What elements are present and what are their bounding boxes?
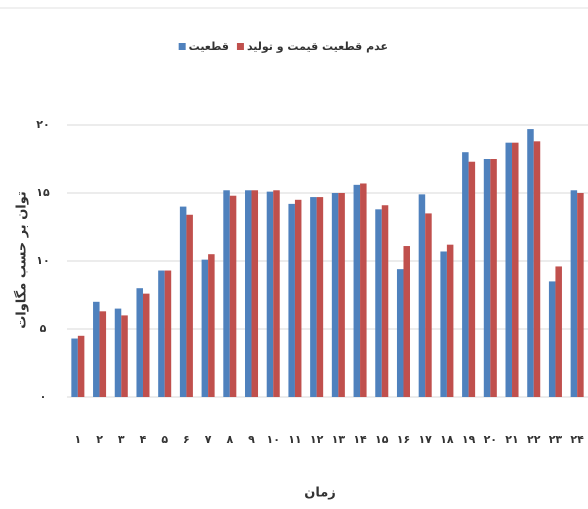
x-tick-label: ۱۵ — [375, 433, 389, 446]
bar — [266, 191, 274, 397]
x-tick-label: ۱۶ — [397, 433, 410, 446]
bar — [71, 338, 78, 397]
bar — [468, 161, 476, 397]
bar — [505, 142, 513, 397]
bar — [288, 203, 295, 397]
legend-swatch — [178, 43, 186, 50]
x-tick-label: ۲۴ — [570, 433, 584, 446]
x-tick-label: ۵ — [161, 433, 168, 446]
x-tick-label: ۷ — [205, 433, 212, 446]
bar — [201, 259, 209, 397]
bar — [229, 195, 237, 397]
bar — [403, 246, 410, 397]
bar — [245, 190, 252, 397]
x-tick-label: ۴ — [140, 433, 147, 446]
x-tick-label: ۹ — [248, 433, 255, 446]
bar — [158, 270, 165, 397]
x-tick-label: ۱۳ — [332, 433, 346, 446]
bar — [396, 269, 404, 397]
bar — [121, 315, 128, 397]
bar — [208, 254, 215, 397]
bar — [446, 244, 454, 397]
bar — [99, 311, 107, 397]
x-tick-label: ۱۷ — [418, 433, 432, 446]
bar — [316, 197, 324, 397]
x-tick-label: ۲۳ — [549, 433, 563, 446]
bar — [273, 190, 280, 397]
x-tick-label: ۲۲ — [527, 433, 541, 446]
x-tick-label: ۳ — [118, 433, 125, 446]
x-tick-label: ۱۸ — [440, 433, 454, 446]
bar — [338, 193, 345, 397]
x-tick-label: ۶ — [183, 433, 190, 446]
bar — [555, 266, 562, 397]
y-tick-label: ۲۰ — [36, 118, 49, 131]
bar — [490, 159, 497, 397]
bar — [136, 288, 143, 397]
bar — [418, 194, 426, 397]
y-axis-title: توان بر حسب مگاوات — [14, 191, 30, 329]
bar — [114, 308, 122, 397]
x-axis-title: زمان — [304, 486, 336, 501]
bar — [360, 183, 367, 397]
x-tick-label: ۲۰ — [484, 433, 497, 446]
bar — [142, 293, 150, 397]
bar — [512, 142, 519, 397]
x-tick-label: ۱۴ — [353, 433, 367, 446]
legend-swatch — [236, 43, 244, 50]
bar — [164, 270, 172, 397]
x-tick-label: ۸ — [226, 433, 233, 446]
y-tick-label: ۰ — [40, 390, 47, 403]
bar — [223, 190, 230, 397]
bar — [251, 190, 259, 397]
bar — [331, 193, 339, 397]
bar — [462, 152, 469, 397]
bar — [179, 206, 187, 397]
bar — [425, 213, 432, 397]
x-tick-label: ۱۰ — [267, 433, 280, 446]
bar — [294, 199, 302, 397]
x-tick-label: ۲ — [96, 433, 103, 446]
bar — [310, 197, 317, 397]
bar — [77, 335, 85, 397]
x-tick-label: ۱۲ — [310, 433, 324, 446]
x-tick-label: ۲۱ — [505, 433, 518, 446]
y-tick-label: ۵ — [40, 322, 47, 335]
legend-label: قطعیت — [189, 40, 229, 53]
bar — [483, 159, 491, 397]
bar — [577, 193, 584, 397]
legend-label: عدم قطعیت قیمت و تولید — [247, 40, 388, 53]
x-tick-label: ۱۹ — [462, 433, 476, 446]
x-tick-label: ۱ — [74, 433, 81, 446]
bar — [375, 209, 382, 397]
bar — [570, 190, 578, 397]
bar — [440, 251, 447, 397]
bar — [186, 214, 193, 397]
y-tick-label: ۱۰ — [36, 254, 49, 267]
bar — [381, 205, 389, 397]
x-tick-label: ۱۱ — [288, 433, 301, 446]
y-tick-label: ۱۵ — [36, 186, 50, 199]
bar — [93, 301, 100, 397]
bar — [353, 184, 361, 397]
bar — [533, 141, 541, 397]
bar — [548, 281, 556, 397]
bar — [527, 129, 534, 397]
